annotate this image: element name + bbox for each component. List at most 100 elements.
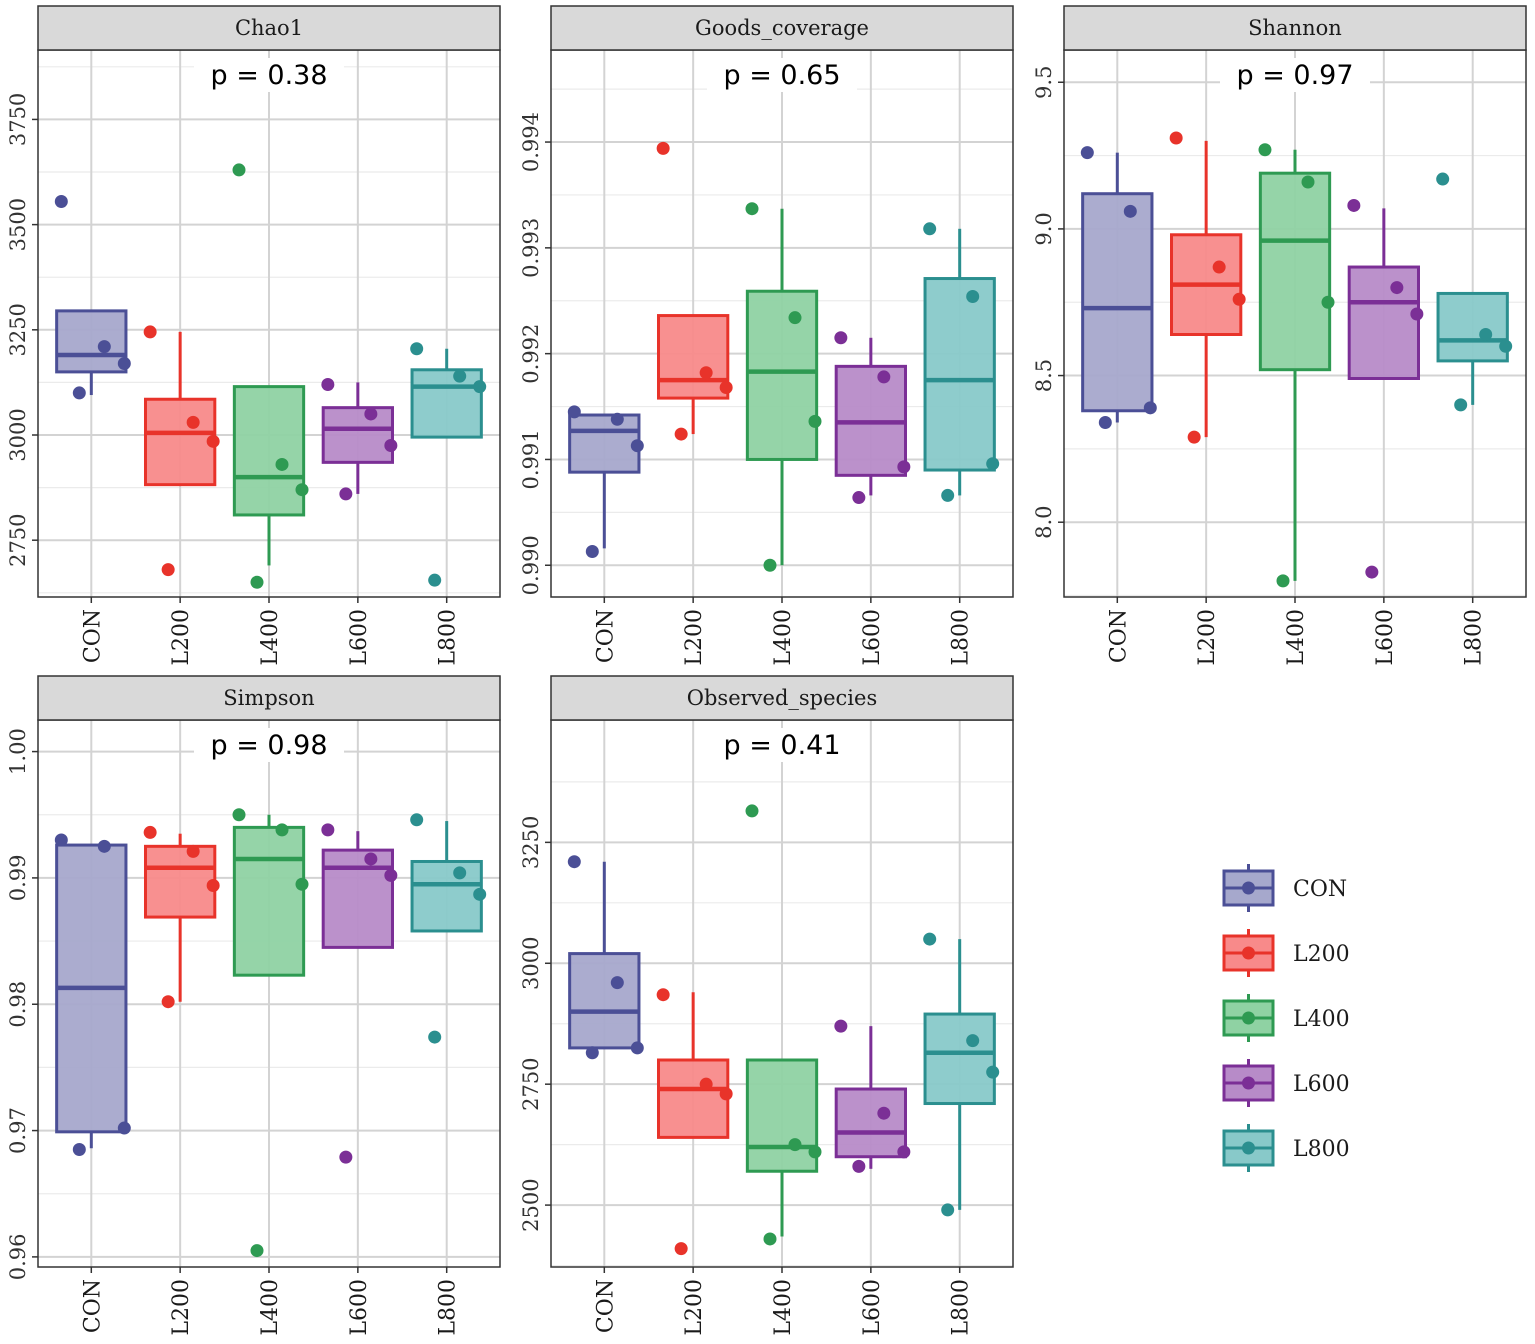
strip-background [550,5,1014,51]
box-l200 [657,992,730,1139]
box-con [55,843,128,1149]
data-point-l600 [1347,198,1361,212]
legend-item-l800: L800 [1222,1124,1350,1172]
x-tick-label: CON [593,1279,618,1333]
box-l200 [144,833,217,1002]
box-body [144,844,217,919]
data-point-l200 [143,325,157,339]
data-point-l600 [852,491,866,505]
data-point-l200 [186,844,200,858]
panel-title: Shannon [1248,16,1342,40]
data-point-l600 [897,1145,911,1159]
data-point-l200 [1232,292,1246,306]
box-body [1436,291,1509,363]
data-point-l400 [808,414,822,428]
data-point-l800 [410,813,424,827]
data-point-con [1143,401,1157,415]
data-point-con [585,1046,599,1060]
box-body [568,413,641,474]
x-tick-label: L400 [258,1279,283,1336]
y-tick-label: 0.99 [6,855,30,902]
data-point-l200 [719,381,733,395]
data-point-con [1080,146,1094,160]
x-tick-label: L800 [949,609,974,666]
box-body [568,952,641,1050]
legend-key-point [1242,1141,1255,1155]
box-l200 [657,314,730,435]
box-l400 [232,385,306,566]
y-tick-label: 0.992 [519,324,543,384]
data-point-l800 [941,488,955,502]
data-point-l400 [763,1232,777,1246]
data-point-l400 [788,1138,802,1152]
legend-item-l600: L600 [1222,1059,1350,1107]
data-point-l400 [745,804,759,818]
y-tick-label: 0.994 [519,112,543,172]
box-body [657,1058,730,1139]
data-point-l600 [1390,281,1404,295]
box-l800 [410,348,483,439]
data-point-l200 [674,1242,688,1256]
x-tick-label: L200 [1195,609,1220,666]
box-body [232,385,306,517]
box-l200 [144,331,217,487]
data-point-l800 [1436,172,1450,186]
data-point-l600 [364,852,378,866]
panel-observed-species: p = 0.41 Observed_species 2500 2750 3000 3250… [519,675,1014,1336]
y-tick-label: 2750 [6,513,30,566]
x-tick-label: L200 [682,609,707,666]
box-body [1347,265,1420,380]
x-tick-label: L600 [860,609,885,666]
x-tick-label: L400 [771,609,796,666]
y-tick-label: 9.0 [1032,212,1056,245]
box-l400 [745,208,819,566]
data-point-l400 [275,823,289,837]
data-point-l800 [986,1065,1000,1079]
data-point-l600 [834,1019,848,1033]
box-body [745,1058,819,1173]
legend-label: L600 [1293,1072,1350,1097]
x-tick-label: L600 [860,1279,885,1336]
data-point-con [54,194,68,208]
data-point-l200 [143,825,157,839]
box-l600 [1347,208,1420,380]
panel-title: Chao1 [235,16,303,40]
data-point-l200 [206,434,220,448]
legend-label: L400 [1293,1007,1350,1032]
data-point-l600 [364,407,378,421]
p-value-label: p = 0.98 [210,730,327,761]
legend-label: L200 [1293,942,1350,967]
box-con [568,861,641,1050]
data-point-con [585,545,599,559]
data-point-l800 [428,1030,442,1044]
data-point-l800 [941,1203,955,1217]
data-point-l400 [295,483,309,497]
panel-chao1: p = 0.38 Chao1 2750 3000 3250 3500 3750 CON L200… [6,5,501,666]
x-tick-label: L200 [169,1279,194,1336]
box-body [232,825,306,977]
x-tick-label: L400 [258,609,283,666]
data-point-con [97,839,111,853]
data-point-l200 [674,427,688,441]
p-value-background [707,728,857,762]
y-tick-label: 0.97 [6,1107,30,1154]
data-point-l400 [1301,175,1315,189]
data-point-l400 [250,575,264,589]
box-body [410,368,483,439]
y-tick-label: 3250 [519,816,543,869]
p-value-label: p = 0.65 [723,60,840,91]
data-point-con [630,439,644,453]
y-tick-label: 8.5 [1032,359,1056,392]
p-value-background [707,58,857,92]
panel-simpson: p = 0.98 Simpson 0.96 0.97 0.98 0.99 1.00 CON L2… [6,675,501,1336]
x-tick-label: L400 [771,1279,796,1336]
data-point-l200 [161,995,175,1009]
y-tick-label: 0.991 [519,429,543,489]
box-l800 [923,939,996,1210]
box-con [1081,152,1154,423]
p-value-background [1220,58,1370,92]
box-con [568,413,641,549]
data-point-l600 [321,378,335,392]
data-point-l600 [834,331,848,345]
y-tick-label: 0.98 [6,981,30,1028]
